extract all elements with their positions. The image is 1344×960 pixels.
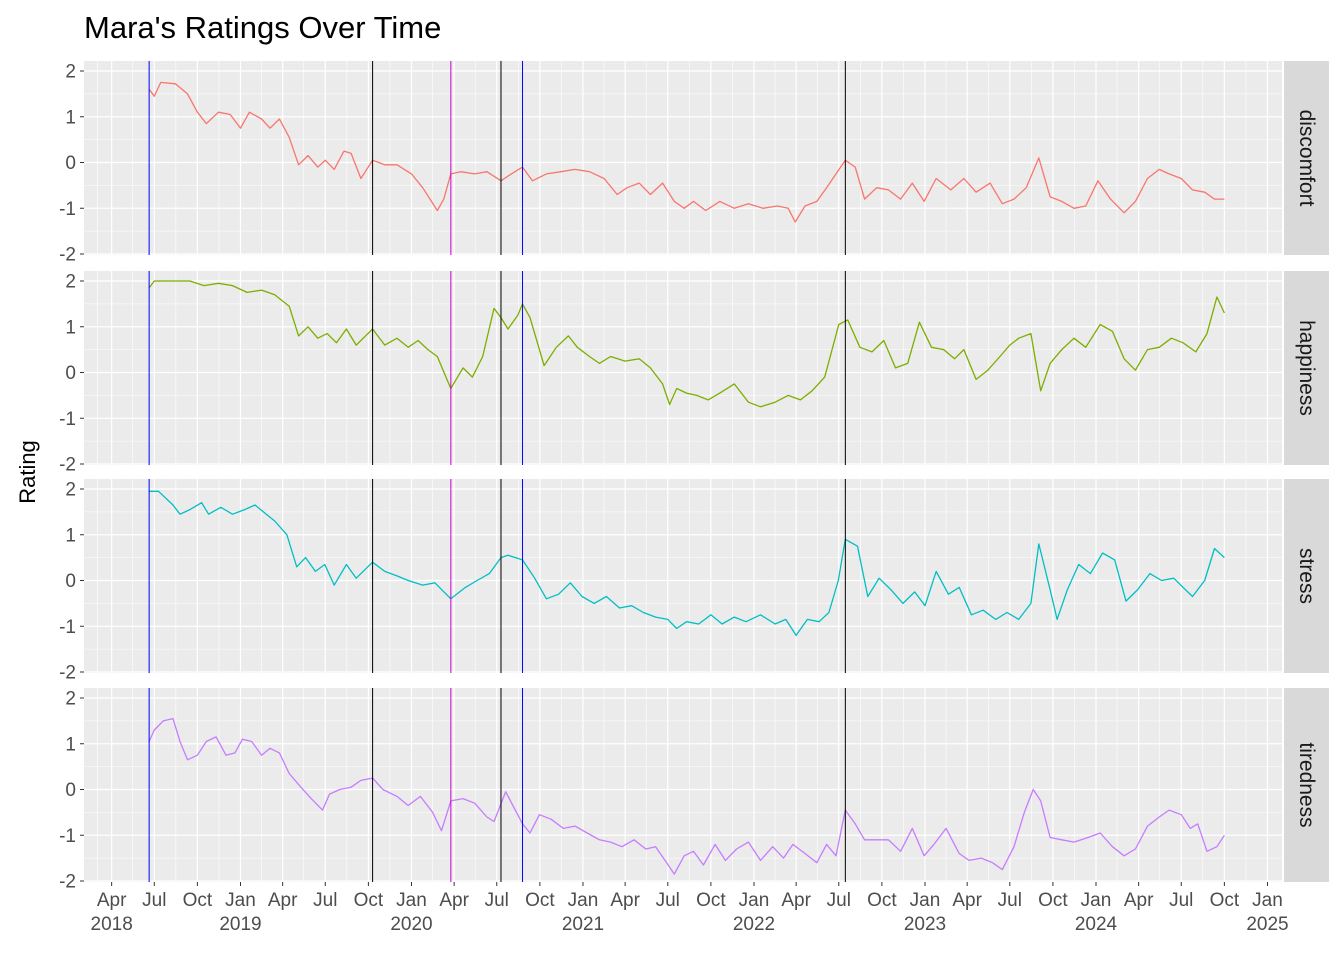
y-tick-label: 2 <box>65 62 76 83</box>
panel-background <box>84 479 1282 673</box>
x-tick-label: Jan <box>396 890 427 911</box>
x-tick-label: Apr <box>268 890 298 911</box>
y-tick-label: 2 <box>65 689 76 710</box>
y-tick-label: 0 <box>65 780 76 801</box>
facet-panel-tiredness: -2 -1 0 1 2 tiredness <box>59 688 1329 893</box>
x-tick-year-label: 2021 <box>562 914 604 935</box>
facet-strip <box>1284 61 1329 255</box>
x-tick-label: Apr <box>1124 890 1154 911</box>
x-tick-label: Apr <box>610 890 640 911</box>
x-tick-label: Oct <box>354 890 384 911</box>
y-tick-label: 0 <box>65 153 76 174</box>
y-tick-label: -2 <box>59 663 76 684</box>
x-tick-year-label: 2019 <box>219 914 261 935</box>
facet-panel-stress: -2 -1 0 1 2 stress <box>59 479 1329 684</box>
facet-strip-label: happiness <box>1295 320 1318 416</box>
x-tick-label: Jan <box>1081 890 1112 911</box>
x-tick-label: Jan <box>1252 890 1283 911</box>
x-tick-label: Oct <box>1038 890 1068 911</box>
x-tick-year-label: 2022 <box>733 914 775 935</box>
y-tick-label: 1 <box>65 317 76 338</box>
x-tick-label: Jul <box>142 890 166 911</box>
y-tick-label: 0 <box>65 363 76 384</box>
facet-strip-label: stress <box>1295 548 1318 604</box>
x-tick-label: Jul <box>998 890 1022 911</box>
x-tick-label: Oct <box>867 890 897 911</box>
panel-background <box>84 61 1282 255</box>
y-tick-label: -1 <box>59 199 76 220</box>
x-tick-year-label: 2020 <box>390 914 432 935</box>
series-line-tiredness <box>148 717 1225 875</box>
chart-title: Mara's Ratings Over Time <box>84 10 442 45</box>
series-line-happiness <box>148 280 1225 408</box>
x-tick-label: Apr <box>97 890 127 911</box>
y-tick-label: -2 <box>59 455 76 476</box>
y-tick-label: 1 <box>65 107 76 128</box>
x-tick-label: Apr <box>952 890 982 911</box>
series-line-stress <box>149 490 1225 637</box>
x-tick-label: Jan <box>568 890 599 911</box>
x-tick-label: Jul <box>656 890 680 911</box>
y-tick-label: 2 <box>65 480 76 501</box>
x-tick-label: Jul <box>313 890 337 911</box>
x-tick-label: Oct <box>183 890 213 911</box>
y-tick-label: 1 <box>65 734 76 755</box>
x-tick-label: Jan <box>739 890 770 911</box>
x-tick-label: Oct <box>1210 890 1240 911</box>
x-tick-label: Jul <box>827 890 851 911</box>
panel-background <box>84 688 1282 882</box>
x-tick-label: Jul <box>485 890 509 911</box>
facet-strip-label: tiredness <box>1295 742 1318 827</box>
x-tick-label: Oct <box>525 890 555 911</box>
y-tick-label: -1 <box>59 409 76 430</box>
panel-background <box>84 271 1282 465</box>
facet-strip <box>1284 271 1329 465</box>
x-tick-label: Apr <box>781 890 811 911</box>
x-tick-year-label: 2023 <box>904 914 946 935</box>
x-tick-year-label: 2024 <box>1075 914 1118 935</box>
x-tick-label: Oct <box>696 890 726 911</box>
y-tick-label: -1 <box>59 826 76 847</box>
x-tick-label: Apr <box>439 890 469 911</box>
facet-panel-happiness: -2 -1 0 1 2 happiness <box>59 271 1329 476</box>
y-tick-label: 2 <box>65 272 76 293</box>
y-tick-label: -2 <box>59 872 76 893</box>
facet-panel-discomfort: -2 -1 0 1 2 discomfort <box>59 61 1329 266</box>
x-tick-label: Jan <box>910 890 941 911</box>
y-tick-label: 0 <box>65 571 76 592</box>
x-tick-year-label: 2025 <box>1246 914 1288 935</box>
x-tick-year-label: 2018 <box>91 914 133 935</box>
facet-strip <box>1284 479 1329 673</box>
y-tick-label: -2 <box>59 245 76 266</box>
x-tick-label: Jul <box>1169 890 1193 911</box>
facet-strip-label: discomfort <box>1295 110 1318 207</box>
series-line-discomfort <box>148 81 1225 223</box>
y-tick-label: 1 <box>65 525 76 546</box>
y-tick-label: -1 <box>59 617 76 638</box>
facet-strip <box>1284 688 1329 882</box>
x-tick-label: Jan <box>225 890 256 911</box>
